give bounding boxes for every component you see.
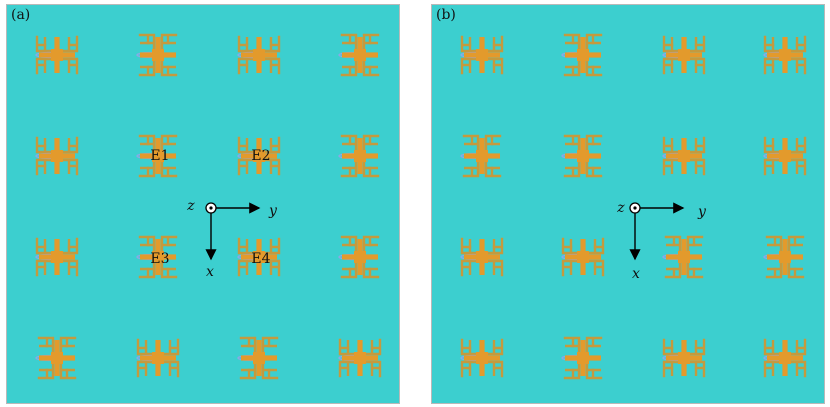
unit-cell-icon: [237, 336, 279, 380]
unit-cell-icon: [460, 237, 504, 277]
unit-cell-icon: [460, 134, 502, 178]
x-axis-label: x: [632, 266, 640, 282]
panel-a-label: (a): [11, 7, 31, 23]
unit-cell-icon: [237, 136, 281, 176]
unit-cell-icon: [561, 134, 603, 178]
element-label-e2: E2: [251, 148, 271, 164]
y-axis-label: y: [269, 203, 277, 219]
z-axis-label: z: [187, 198, 195, 214]
unit-cell-icon: [136, 134, 178, 178]
panel-a-unit-cell-grid: [35, 33, 382, 380]
unit-cell-icon: [35, 336, 77, 380]
coordinate-axes-a: [205, 202, 261, 261]
panel-b-unit-cell-grid: [460, 33, 807, 380]
unit-cell-icon: [460, 338, 504, 378]
unit-cell-icon: [237, 35, 281, 75]
unit-cell-icon: [460, 35, 504, 75]
unit-cell-icon: [662, 35, 706, 75]
coordinate-axes-b: [629, 202, 685, 261]
x-axis-label: x: [206, 264, 214, 280]
unit-cell-icon: [35, 237, 79, 277]
unit-cell-icon: [338, 338, 382, 378]
unit-cell-icon: [763, 235, 805, 279]
element-label-e4: E4: [251, 251, 271, 267]
z-axis-label: z: [617, 200, 625, 216]
element-label-e1: E1: [150, 148, 170, 164]
panel-b-label: (b): [436, 7, 456, 23]
unit-cell-icon: [35, 136, 79, 176]
unit-cell-icon: [561, 237, 605, 277]
unit-cell-icon: [763, 136, 807, 176]
unit-cell-icon: [338, 235, 380, 279]
unit-cell-icon: [662, 235, 704, 279]
unit-cell-icon: [561, 33, 603, 77]
unit-cell-icon: [338, 134, 380, 178]
unit-cell-icon: [561, 336, 603, 380]
panel-a: (a) E1 E2 E3 E4 z y x: [6, 4, 400, 404]
unit-cell-icon: [136, 33, 178, 77]
unit-cell-icon: [136, 235, 178, 279]
y-axis-label: y: [698, 204, 706, 220]
element-label-e3: E3: [150, 251, 170, 267]
unit-cell-icon: [35, 35, 79, 75]
unit-cell-icon: [662, 136, 706, 176]
unit-cell-icon: [763, 35, 807, 75]
unit-cell-icon: [338, 33, 380, 77]
unit-cell-icon: [136, 338, 180, 378]
unit-cell-icon: [662, 338, 706, 378]
unit-cell-icon: [763, 338, 807, 378]
unit-cell-icon: [237, 237, 281, 277]
panel-b: (b) z y x: [431, 4, 825, 404]
